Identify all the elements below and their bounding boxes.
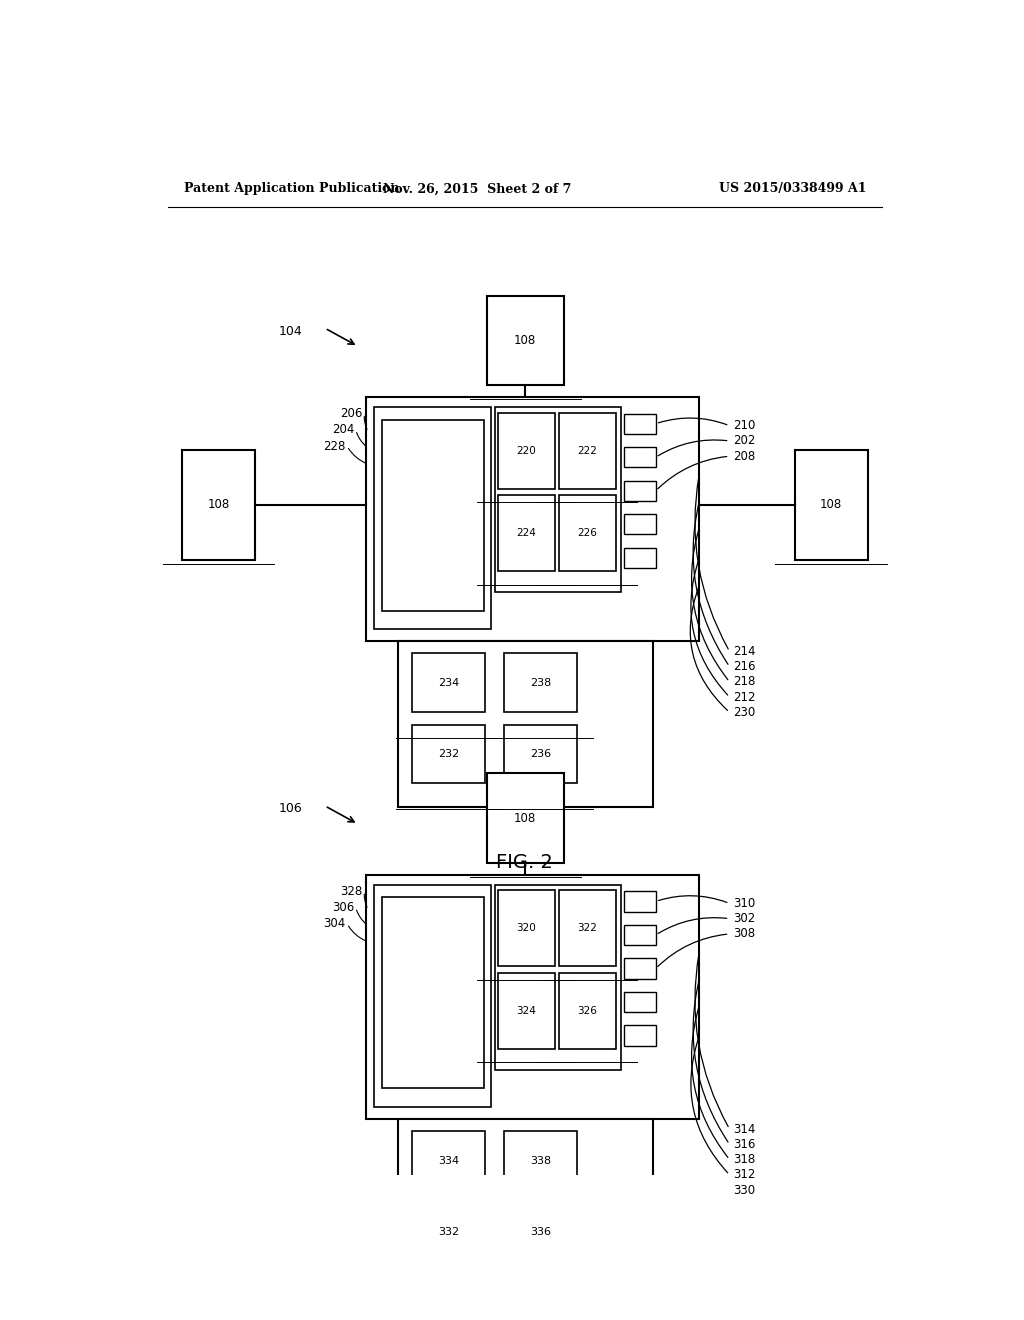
Text: 214: 214	[733, 645, 756, 657]
Text: 228: 228	[323, 440, 345, 453]
Text: 108: 108	[820, 499, 843, 511]
Text: 226: 226	[578, 528, 597, 539]
Text: 104: 104	[279, 325, 302, 338]
Bar	[624, 480, 655, 500]
Bar	[412, 1131, 485, 1191]
Bar	[182, 450, 255, 560]
Bar	[496, 886, 621, 1071]
Bar	[559, 413, 616, 488]
Bar	[504, 653, 578, 713]
Text: 318: 318	[733, 1154, 756, 1166]
Text: 236: 236	[530, 748, 551, 759]
Text: 320: 320	[516, 923, 537, 933]
Bar	[367, 397, 699, 642]
Bar	[382, 420, 483, 611]
Bar	[624, 548, 655, 568]
Text: 222: 222	[578, 446, 597, 455]
Bar	[559, 890, 616, 966]
Bar	[624, 515, 655, 535]
Bar	[397, 1119, 653, 1284]
Text: 208: 208	[733, 450, 756, 463]
Text: 202: 202	[733, 434, 756, 447]
Bar	[624, 925, 655, 945]
Bar	[795, 450, 867, 560]
Text: 322: 322	[578, 923, 597, 933]
Text: 328: 328	[341, 884, 362, 898]
Text: 306: 306	[332, 902, 354, 913]
Bar	[397, 642, 653, 807]
Text: 310: 310	[733, 896, 756, 909]
Text: 204: 204	[332, 424, 354, 437]
Bar	[624, 958, 655, 978]
Text: 216: 216	[733, 660, 756, 673]
Text: 238: 238	[530, 678, 551, 688]
Text: US 2015/0338499 A1: US 2015/0338499 A1	[719, 182, 866, 195]
Text: 232: 232	[438, 748, 459, 759]
Bar	[559, 495, 616, 572]
Bar	[504, 1131, 578, 1191]
Bar	[559, 973, 616, 1049]
Text: 330: 330	[733, 1184, 756, 1196]
Text: 332: 332	[438, 1226, 459, 1237]
Text: 334: 334	[438, 1155, 459, 1166]
Text: 108: 108	[207, 499, 229, 511]
Bar	[412, 653, 485, 713]
Text: 230: 230	[733, 706, 756, 719]
Text: 324: 324	[516, 1006, 537, 1015]
Bar	[367, 875, 699, 1119]
Bar	[412, 725, 485, 784]
Text: 312: 312	[733, 1168, 756, 1181]
Bar	[412, 1203, 485, 1261]
Text: 234: 234	[438, 678, 459, 688]
Bar	[486, 774, 563, 863]
Text: 212: 212	[733, 690, 756, 704]
Bar	[382, 898, 483, 1089]
Text: Nov. 26, 2015  Sheet 2 of 7: Nov. 26, 2015 Sheet 2 of 7	[383, 182, 571, 195]
Bar	[486, 296, 563, 385]
Text: 224: 224	[516, 528, 537, 539]
Bar	[504, 725, 578, 784]
Text: 326: 326	[578, 1006, 597, 1015]
Bar	[504, 1203, 578, 1261]
Bar	[624, 991, 655, 1012]
Bar	[624, 1026, 655, 1045]
Text: 218: 218	[733, 676, 756, 688]
Text: 314: 314	[733, 1122, 756, 1135]
Text: 304: 304	[324, 917, 345, 931]
Text: 338: 338	[530, 1155, 551, 1166]
Text: 302: 302	[733, 912, 756, 925]
Text: 108: 108	[514, 334, 537, 347]
Text: Patent Application Publication: Patent Application Publication	[183, 182, 399, 195]
Bar	[624, 447, 655, 467]
Text: 106: 106	[279, 803, 302, 816]
Text: 206: 206	[341, 407, 362, 420]
Bar	[374, 886, 492, 1106]
Text: FIG. 2: FIG. 2	[497, 853, 553, 873]
Bar	[374, 408, 492, 630]
Bar	[498, 973, 555, 1049]
Bar	[498, 413, 555, 488]
Text: 220: 220	[516, 446, 537, 455]
Bar	[624, 413, 655, 434]
Text: 210: 210	[733, 420, 756, 432]
Bar	[498, 890, 555, 966]
Text: 336: 336	[530, 1226, 551, 1237]
Bar	[498, 495, 555, 572]
Bar	[496, 408, 621, 593]
Text: 308: 308	[733, 928, 756, 940]
Text: 316: 316	[733, 1138, 756, 1151]
Text: 108: 108	[514, 812, 537, 825]
Bar	[624, 891, 655, 912]
